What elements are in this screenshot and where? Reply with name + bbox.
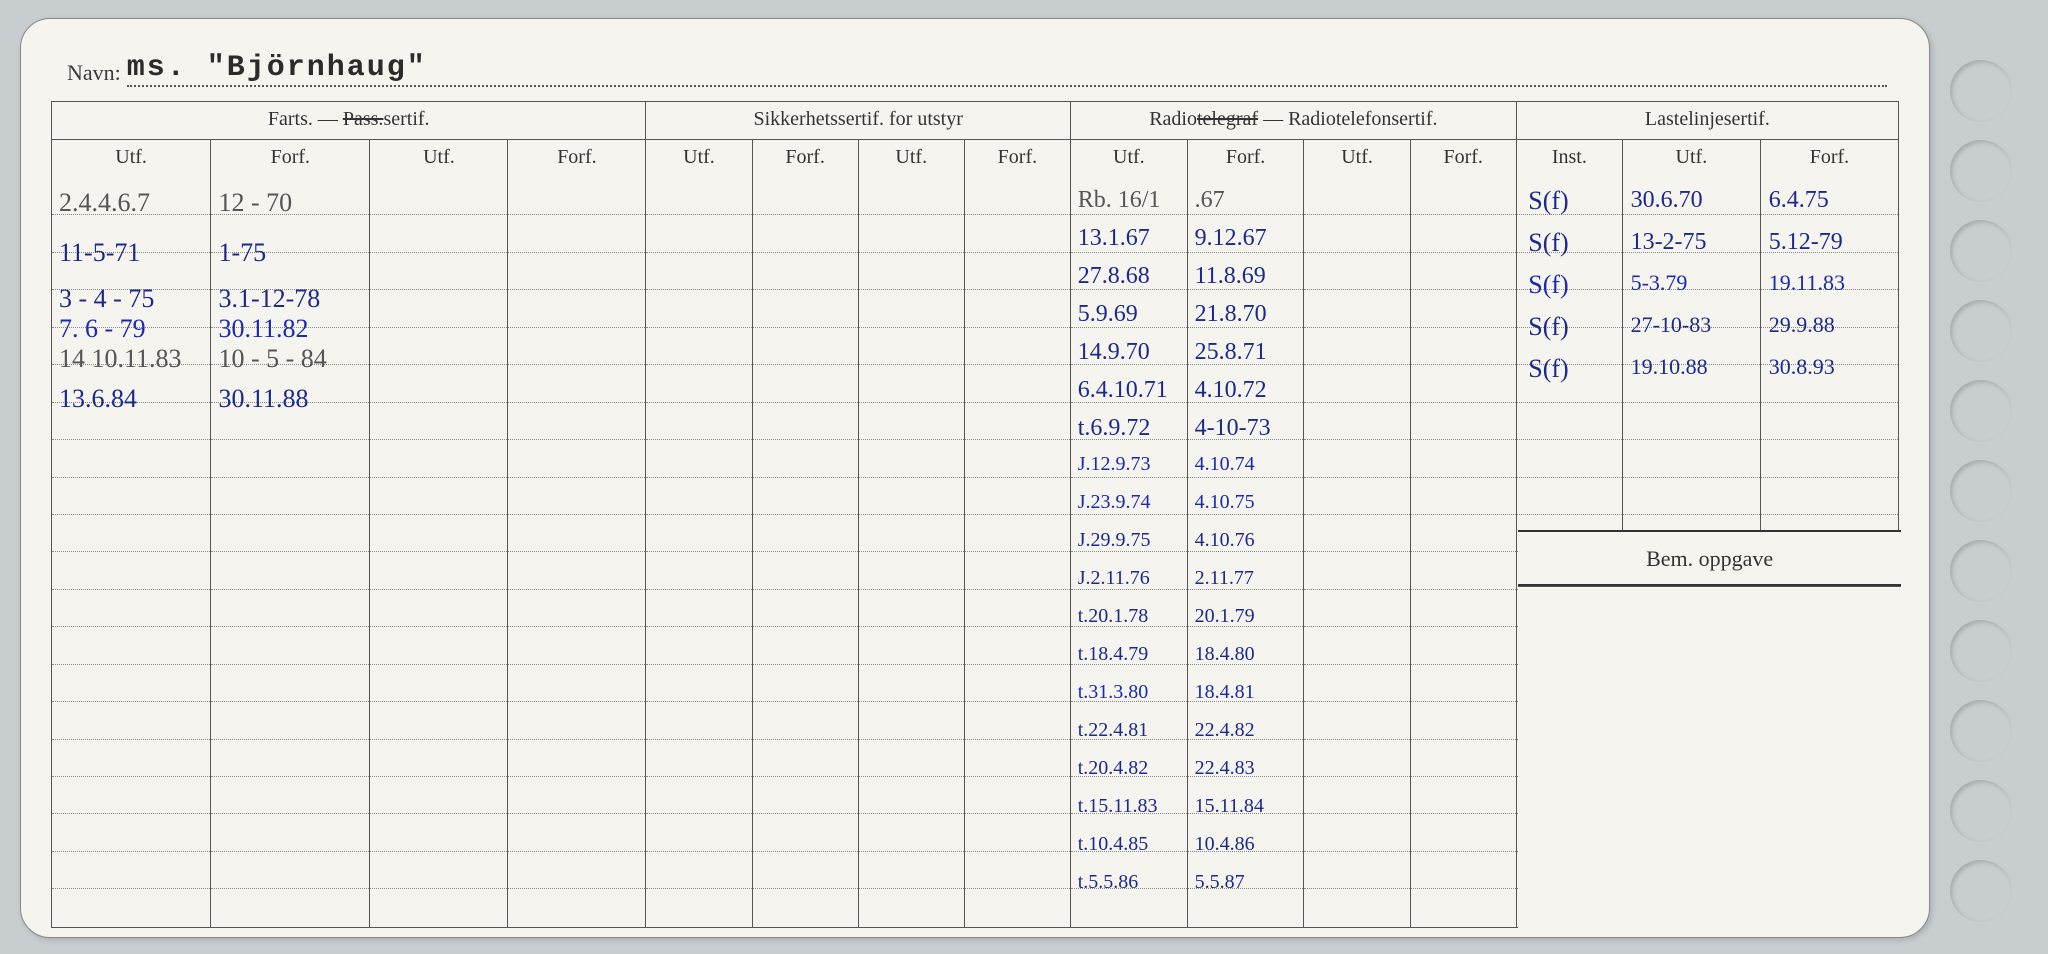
hdr-forf: Forf. bbox=[752, 140, 858, 178]
body-area: 2.4.4.6.712 - 7011-5-711-753 - 4 - 753.1… bbox=[51, 178, 1899, 928]
bem-oppgave-label: Bem. oppgave bbox=[1646, 546, 1773, 571]
hdr-farts: Farts. — Pass.sertif. bbox=[52, 102, 646, 140]
hdr-utf: Utf. bbox=[52, 140, 211, 178]
hole bbox=[1950, 860, 2012, 922]
name-value: ms. "Björnhaug" bbox=[127, 51, 427, 85]
hole bbox=[1950, 780, 2012, 842]
hdr-utf: Utf. bbox=[1304, 140, 1410, 178]
hole bbox=[1950, 620, 2012, 682]
hole bbox=[1950, 460, 2012, 522]
bem-oppgave-box: Bem. oppgave bbox=[1518, 530, 1901, 586]
hdr-laste: Lastelinjesertif. bbox=[1516, 102, 1898, 140]
hole bbox=[1950, 60, 2012, 122]
hdr-radio: Radiotelegraf — Radiotelefonsertif. bbox=[1070, 102, 1516, 140]
hdr-utf: Utf. bbox=[1070, 140, 1187, 178]
hdr-utf: Utf. bbox=[858, 140, 964, 178]
hole bbox=[1950, 300, 2012, 362]
hole bbox=[1950, 540, 2012, 602]
name-label: Navn: bbox=[67, 60, 121, 85]
binder-holes bbox=[1950, 60, 2030, 920]
hole bbox=[1950, 700, 2012, 762]
hdr-utf: Utf. bbox=[646, 140, 752, 178]
hdr-sikkerhet: Sikkerhetssertif. for utstyr bbox=[646, 102, 1071, 140]
hdr-forf: Forf. bbox=[211, 140, 370, 178]
header-row-1: Farts. — Pass.sertif. Sikkerhetssertif. … bbox=[52, 102, 1899, 140]
hole bbox=[1950, 140, 2012, 202]
hdr-forf: Forf. bbox=[508, 140, 646, 178]
name-row: Navn: ms. "Björnhaug" bbox=[51, 39, 1899, 101]
hdr-forf: Forf. bbox=[1760, 140, 1898, 178]
name-line: ms. "Björnhaug" bbox=[127, 51, 1887, 87]
hole bbox=[1950, 380, 2012, 442]
hdr-forf: Forf. bbox=[1410, 140, 1516, 178]
bem-lower-area bbox=[1518, 586, 1901, 928]
hdr-utf: Utf. bbox=[1622, 140, 1760, 178]
header-table: Farts. — Pass.sertif. Sikkerhetssertif. … bbox=[51, 101, 1899, 178]
header-row-2: Utf. Forf. Utf. Forf. Utf. Forf. Utf. Fo… bbox=[52, 140, 1899, 178]
hdr-inst: Inst. bbox=[1516, 140, 1622, 178]
record-card: Navn: ms. "Björnhaug" Farts. — Pass.sert… bbox=[20, 18, 1930, 938]
hdr-forf: Forf. bbox=[1187, 140, 1304, 178]
hdr-utf: Utf. bbox=[370, 140, 508, 178]
hdr-forf: Forf. bbox=[964, 140, 1070, 178]
hole bbox=[1950, 220, 2012, 282]
